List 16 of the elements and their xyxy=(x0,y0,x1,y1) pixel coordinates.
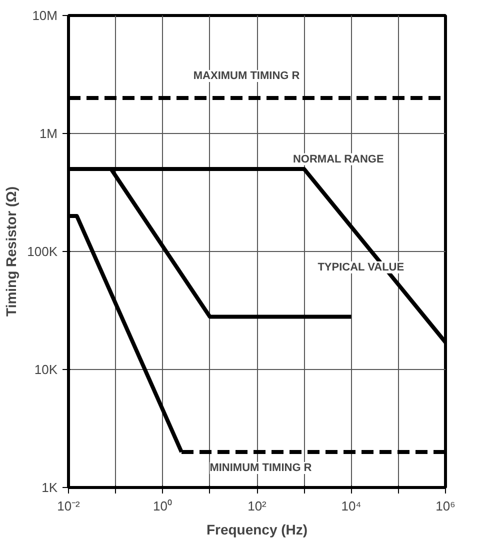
x-tick-label: 10⁶ xyxy=(436,498,456,514)
y-axis-title: Timing Resistor (Ω) xyxy=(3,186,20,316)
y-tick-label: 1K xyxy=(42,480,58,495)
annotation: NORMAL RANGE xyxy=(292,153,384,166)
annotation: TYPICAL VALUE xyxy=(318,261,404,274)
x-tick-label: 10⁴ xyxy=(341,498,362,514)
annotation: MINIMUM TIMING R xyxy=(210,462,312,474)
y-tick-label: 100K xyxy=(27,244,58,259)
x-axis-title: Frequency (Hz) xyxy=(206,522,308,538)
x-tick-label: 10⁻² xyxy=(57,498,81,514)
y-tick-label: 10K xyxy=(34,362,58,377)
x-tick-label: 10² xyxy=(248,498,268,514)
y-tick-label: 1M xyxy=(39,126,58,141)
y-tick-label: 10M xyxy=(32,8,58,23)
annotation: MAXIMUM TIMING R xyxy=(193,70,300,82)
x-tick-label: 10⁰ xyxy=(153,498,172,514)
